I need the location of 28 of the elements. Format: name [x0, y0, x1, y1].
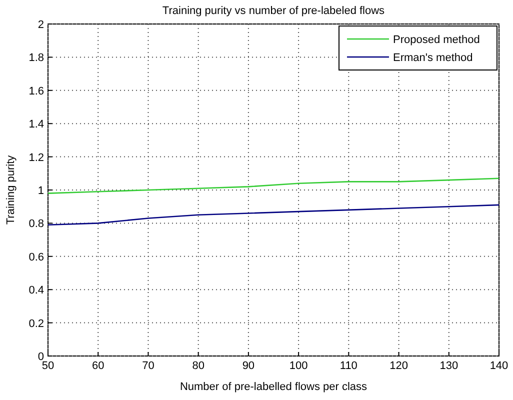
y-tick-label: 0.8: [28, 218, 44, 230]
y-tick-label: 1.2: [28, 152, 44, 164]
y-tick-label: 0.4: [28, 284, 44, 297]
x-tick-label: 80: [192, 360, 204, 372]
x-tick-label: 70: [142, 360, 154, 372]
x-tick-label: 110: [340, 360, 358, 372]
y-tick-label: 0.2: [28, 318, 44, 330]
x-tick-label: 60: [92, 360, 104, 372]
x-axis-title: Number of pre-labelled flows per class: [180, 381, 368, 393]
legend-label: Proposed method: [393, 34, 480, 46]
x-tick-label: 130: [440, 360, 458, 372]
y-tick-label: 1.8: [28, 52, 44, 64]
chart-title: Training purity vs number of pre-labeled flows: [162, 5, 386, 17]
y-tick-label: 2: [38, 19, 44, 31]
y-tick-label: 1.6: [28, 85, 44, 98]
y-tick-label: 0: [38, 351, 44, 363]
x-tick-label: 50: [42, 360, 54, 372]
line-series: [47, 178, 500, 194]
x-tick-label: 140: [490, 360, 508, 372]
y-axis-title: Training purity: [5, 154, 17, 225]
legend-label: Erman's method: [393, 52, 473, 64]
y-tick-label: 1.4: [28, 118, 44, 131]
x-tick-label: 100: [289, 360, 308, 372]
x-tick-label: 120: [390, 360, 408, 372]
y-tick-label: 0.6: [28, 251, 44, 264]
y-tick-label: 1: [38, 185, 44, 197]
x-tick-label: 90: [242, 360, 255, 372]
line-series: [47, 204, 500, 226]
